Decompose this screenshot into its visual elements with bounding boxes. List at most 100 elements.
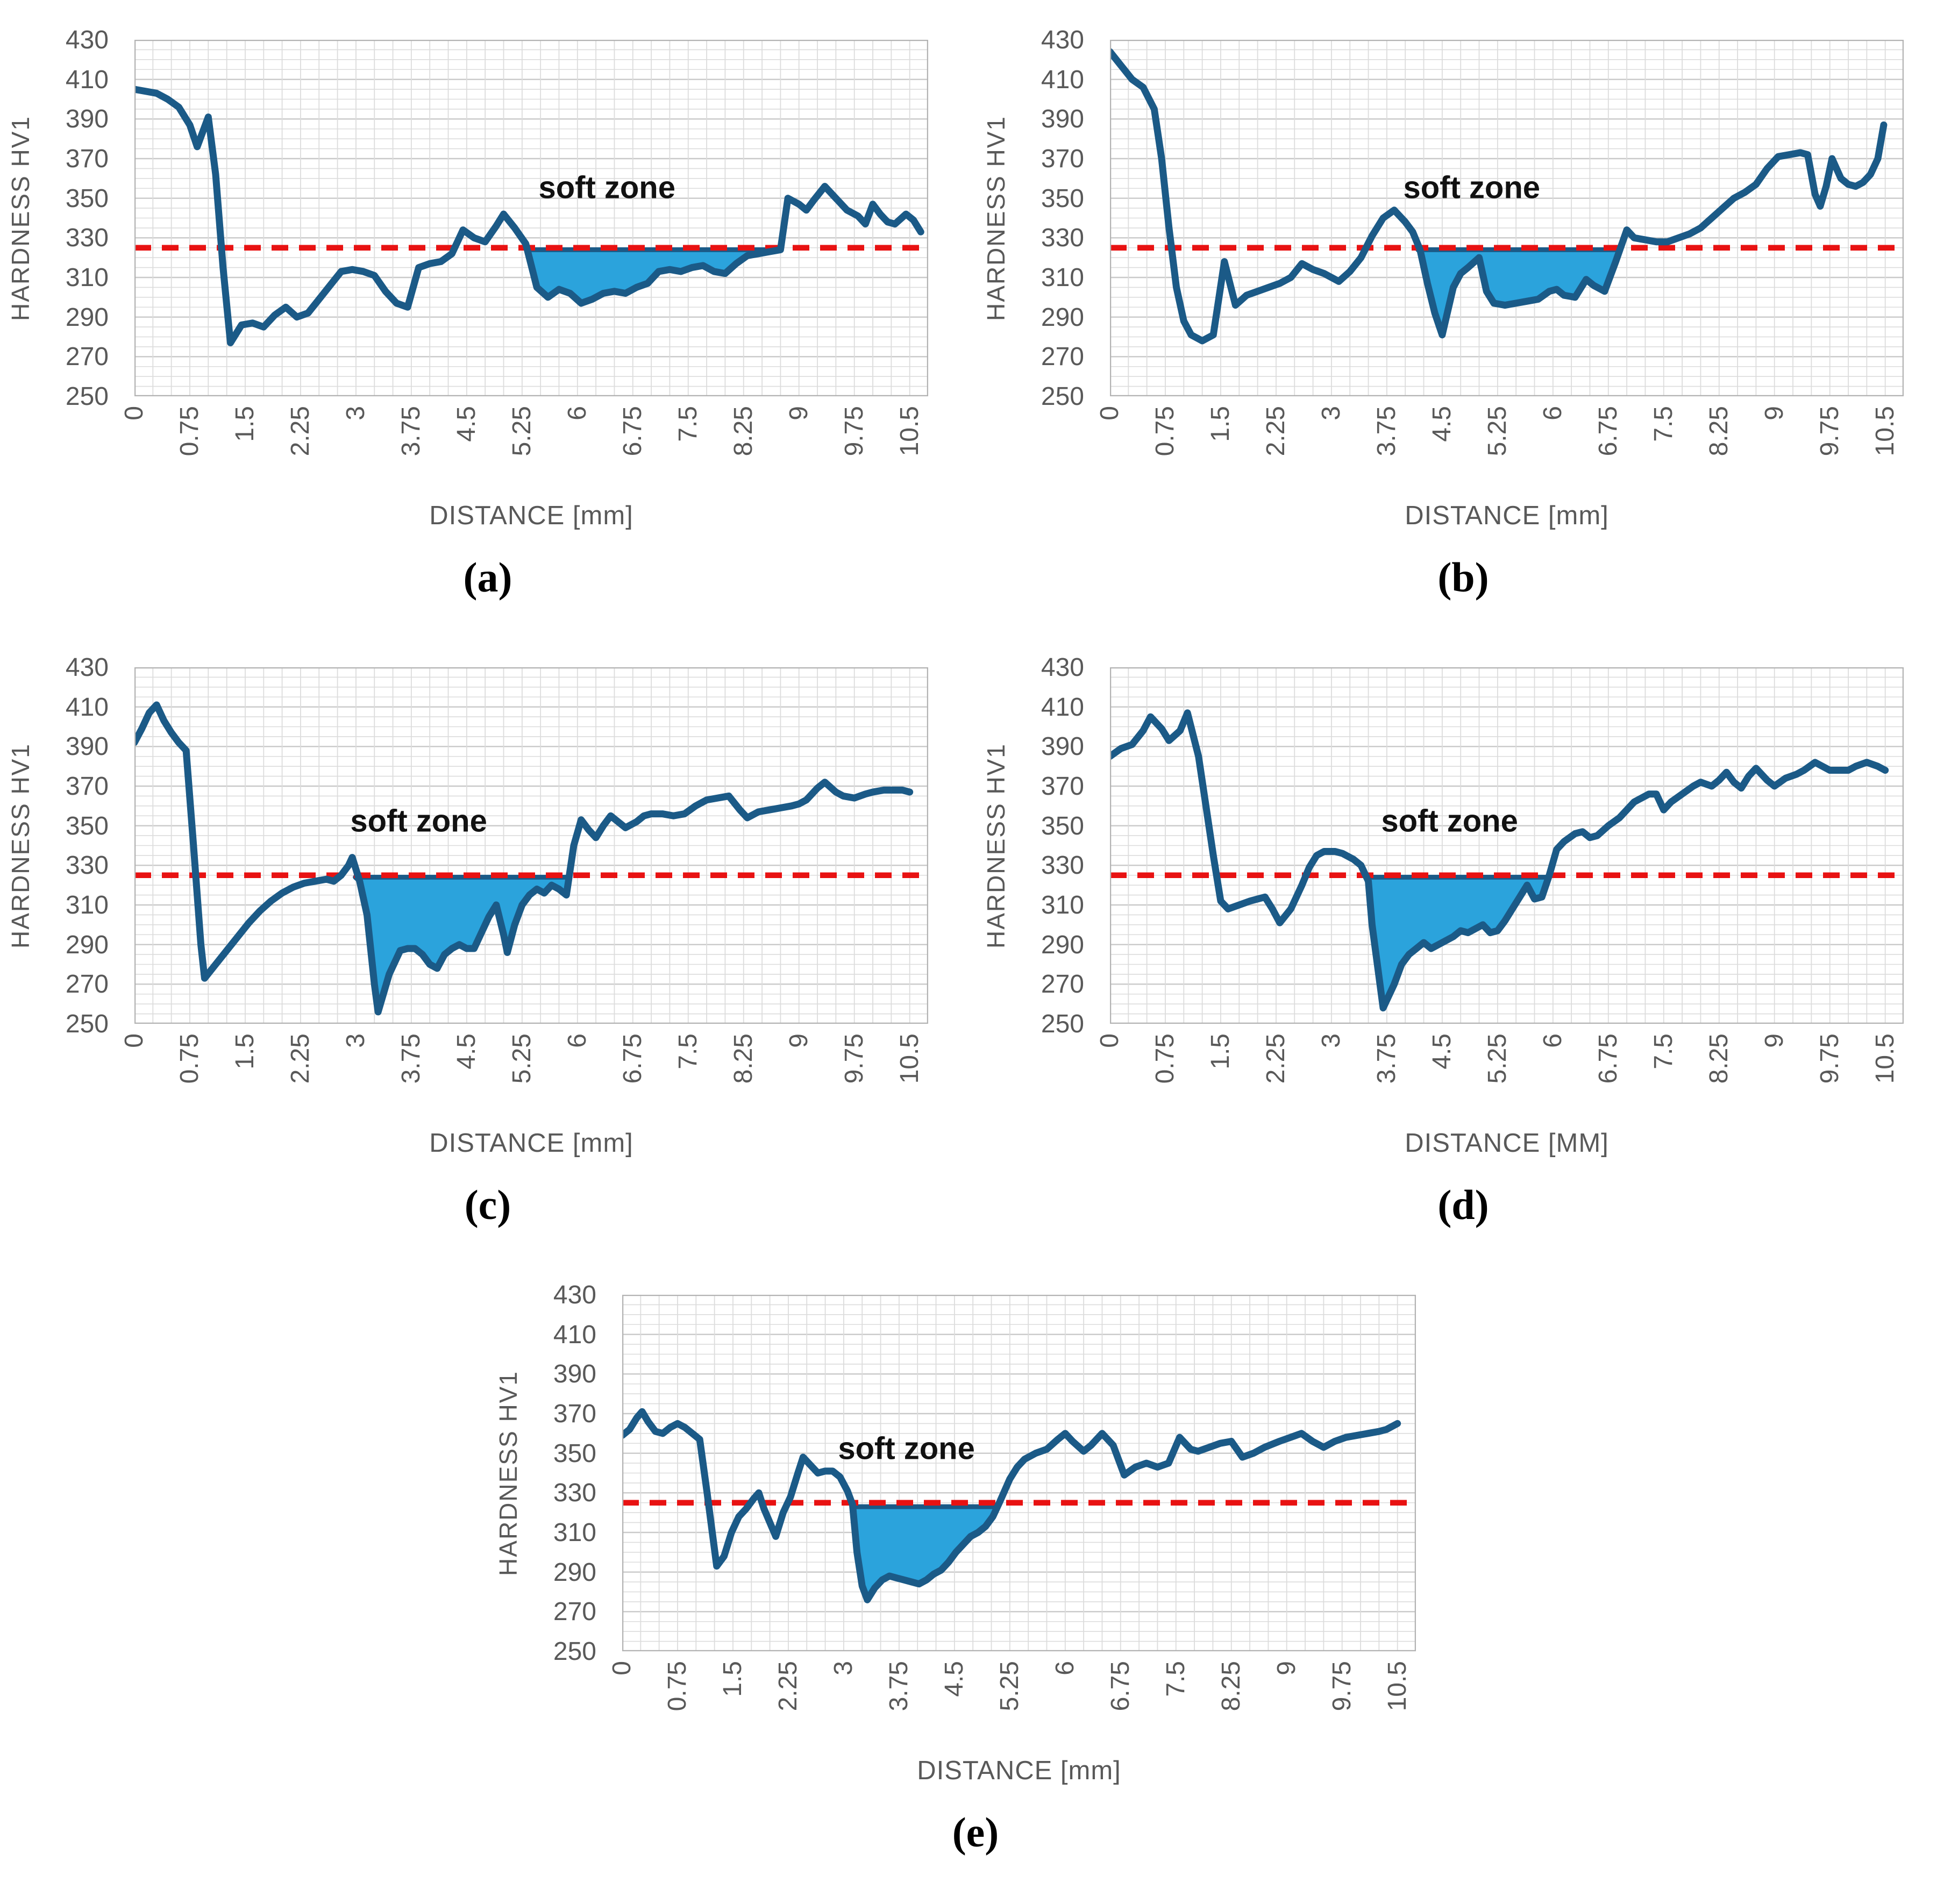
chart-caption: (c)	[464, 1181, 511, 1228]
chart-e-y-axis-title-col: HARDNESS HV1	[488, 1260, 528, 1786]
y-tick-label: 250	[65, 382, 109, 411]
chart-caption: (a)	[463, 554, 512, 601]
y-axis-title: HARDNESS HV1	[981, 743, 1010, 949]
chart-e: HARDNESS HV1 250 270 290 310 330 350 370 390 410…	[488, 1260, 1463, 1857]
y-tick-label: 390	[1041, 732, 1084, 761]
x-tick-label: 10.5	[1383, 1661, 1412, 1712]
x-tick-label: 0.75	[175, 406, 204, 457]
y-tick-label: 270	[1041, 970, 1084, 999]
gridlines	[622, 1295, 1416, 1651]
x-tick-label: 9.75	[1327, 1661, 1356, 1712]
x-tick-label: 2.25	[1261, 406, 1290, 457]
x-tick-label: 6.75	[1593, 406, 1622, 457]
x-tick-label: 8.25	[1216, 1661, 1245, 1712]
y-tick-label: 430	[553, 1281, 596, 1309]
y-tick-label: 310	[553, 1518, 596, 1547]
figure-row-1: HARDNESS HV1 250 270 290 310 330 350 370 390 410…	[0, 5, 1951, 602]
x-tick-label: 4.5	[939, 1661, 969, 1697]
plot-border	[622, 1295, 1416, 1651]
x-tick-label: 8.25	[729, 406, 758, 457]
x-axis-title: DISTANCE [mm]	[429, 501, 633, 530]
y-tick-label: 410	[1041, 65, 1084, 94]
x-tick-label: 4.5	[452, 1033, 481, 1069]
series-line	[134, 701, 914, 1016]
figure-row-3: HARDNESS HV1 250 270 290 310 330 350 370 390 410…	[0, 1260, 1951, 1857]
y-tick-label: 330	[553, 1479, 596, 1508]
chart-c-main: HARDNESS HV1 250 270 290 310 330 350 370 390 410…	[0, 633, 976, 1158]
x-tick-label: 9.75	[1815, 1033, 1844, 1084]
x-tick-label: 2.25	[286, 406, 315, 457]
y-tick-label: 350	[1041, 811, 1084, 840]
series-line	[1110, 709, 1889, 1012]
x-tick-label: 1.5	[230, 1033, 259, 1069]
x-tick-label: 3.75	[396, 406, 425, 457]
chart-e-y-tick-labels: 250 270 290 310 330 350 370 390 410 430	[528, 1260, 622, 1786]
chart-d-y-axis-title-col: HARDNESS HV1	[976, 633, 1016, 1158]
x-tick-label: 4.5	[1427, 1033, 1456, 1069]
y-tick-label: 370	[553, 1400, 596, 1428]
x-tick-label: 5.25	[1483, 1033, 1512, 1084]
x-tick-label: 7.5	[673, 1033, 702, 1069]
y-tick-label: 270	[553, 1598, 596, 1627]
x-tick-label: 9.75	[839, 1033, 868, 1084]
x-tick-label: 8.25	[1704, 406, 1733, 457]
chart-d-plot-stack: soft zone 0 0.75 1.5 2.25 3 3.75 4.5 5.25 6 6.75 7…	[1095, 633, 1904, 1158]
x-tick-label: 8.25	[1704, 1033, 1733, 1084]
x-tick-label: 6	[1050, 1661, 1079, 1675]
x-tick-label: 4.5	[1427, 406, 1456, 442]
x-tick-label: 9	[784, 406, 813, 420]
x-tick-label: 6.75	[618, 406, 647, 457]
x-tick-label: 3	[341, 1033, 370, 1048]
y-tick-label: 270	[65, 343, 109, 372]
chart-c-y-tick-labels: 250 270 290 310 330 350 370 390 410 430	[40, 633, 134, 1158]
x-tick-label: 2.25	[1261, 1033, 1290, 1084]
x-tick-label: 10.5	[1870, 1033, 1899, 1084]
x-tick-label: 7.5	[673, 406, 702, 442]
y-tick-label: 350	[65, 811, 109, 840]
y-tick-label: 390	[65, 732, 109, 761]
chart-c-y-axis-title-col: HARDNESS HV1	[0, 633, 40, 1158]
chart-c-plot-stack: soft zone 0 0.75 1.5 2.25 3 3.75 4.5 5.25 6 6.75 7…	[120, 633, 928, 1158]
gridlines	[1110, 40, 1904, 396]
y-tick-label: 290	[65, 930, 109, 959]
x-axis-title: DISTANCE [mm]	[429, 1129, 633, 1158]
x-tick-label: 3	[341, 406, 370, 420]
x-tick-label: 3.75	[884, 1661, 913, 1712]
soft-zone-label: soft zone	[350, 804, 487, 839]
chart-e-x-tick-labels: 0 0.75 1.5 2.25 3 3.75 4.5 5.25 6 6.75 7.5 8.25 9 9.7…	[608, 1658, 1416, 1750]
chart-d-x-tick-labels: 0 0.75 1.5 2.25 3 3.75 4.5 5.25 6 6.75 7.5 8.25 9 9.7…	[1095, 1030, 1904, 1123]
y-tick-label: 430	[65, 26, 109, 54]
chart-c: HARDNESS HV1 250 270 290 310 330 350 370 390 410…	[0, 633, 976, 1229]
x-tick-label: 9	[1760, 1033, 1789, 1048]
plot-area: soft zone	[134, 667, 928, 1024]
x-tick-label: 0.75	[175, 1033, 204, 1084]
y-tick-label: 250	[1041, 1010, 1084, 1038]
y-axis-title: HARDNESS HV1	[981, 116, 1010, 321]
x-tick-label: 9.75	[839, 406, 868, 457]
y-tick-label: 310	[65, 891, 109, 919]
chart-a-y-tick-labels: 250 270 290 310 330 350 370 390 410 430	[40, 5, 134, 531]
x-tick-label: 6.75	[1593, 1033, 1622, 1084]
y-tick-label: 430	[1041, 26, 1084, 54]
y-tick-label: 370	[1041, 145, 1084, 173]
y-tick-label: 290	[65, 303, 109, 332]
plot-border	[1110, 40, 1904, 396]
chart-d: HARDNESS HV1 250 270 290 310 330 350 370 390 410…	[976, 633, 1951, 1229]
x-tick-label: 0	[1095, 406, 1124, 420]
x-tick-label: 8.25	[729, 1033, 758, 1084]
plot-border	[1110, 667, 1904, 1024]
x-tick-label: 5.25	[995, 1661, 1024, 1712]
chart-c-x-tick-labels: 0 0.75 1.5 2.25 3 3.75 4.5 5.25 6 6.75 7.5 8.25 9 9.7…	[120, 1030, 928, 1123]
y-tick-label: 370	[1041, 772, 1084, 801]
y-tick-label: 350	[553, 1439, 596, 1468]
chart-d-y-tick-labels: 250 270 290 310 330 350 370 390 410 430	[1016, 633, 1110, 1158]
chart-a: HARDNESS HV1 250 270 290 310 330 350 370 390 410…	[0, 5, 976, 602]
chart-b: HARDNESS HV1 250 270 290 310 330 350 370 390 410…	[976, 5, 1951, 602]
x-tick-label: 1.5	[230, 406, 259, 442]
x-tick-label: 3	[829, 1661, 858, 1675]
series-line	[134, 85, 924, 347]
y-tick-label: 270	[1041, 343, 1084, 372]
y-tick-label: 250	[1041, 382, 1084, 411]
y-tick-label: 330	[1041, 224, 1084, 253]
chart-a-plot-stack: soft zone 0 0.75 1.5 2.25 3 3.75 4.5 5.25 6 6.75 7…	[120, 5, 928, 531]
